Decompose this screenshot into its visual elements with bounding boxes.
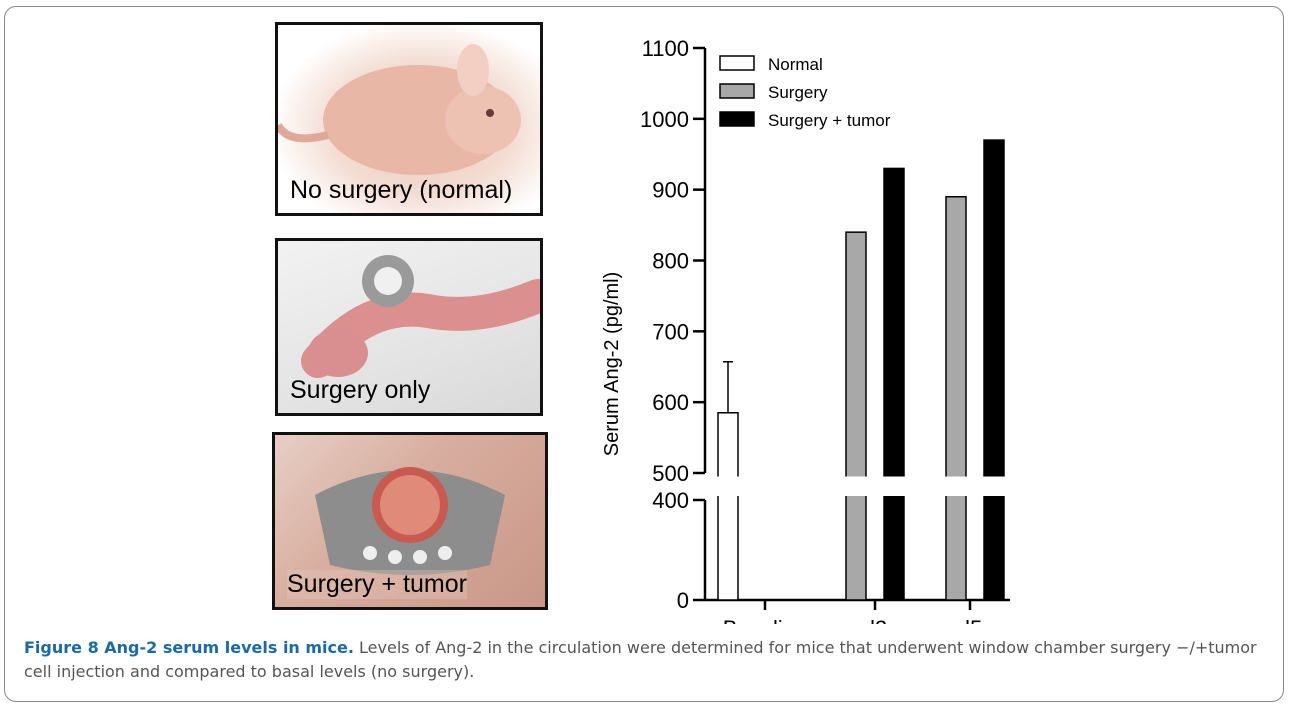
axis-break-gap xyxy=(701,477,1010,496)
legend-label: Normal xyxy=(768,55,823,74)
y-axis-label: Serum Ang-2 (pg/ml) xyxy=(601,272,623,457)
bar-normal xyxy=(717,412,739,601)
legend-label: Surgery xyxy=(768,83,828,102)
y-tick-label: 800 xyxy=(652,249,689,274)
caption-title: Figure 8 Ang-2 serum levels in mice. xyxy=(24,638,354,657)
caption-text: Levels of Ang-2 in the circulation were … xyxy=(24,638,1257,681)
y-tick-label: 700 xyxy=(652,319,689,344)
y-tick-label: 900 xyxy=(652,178,689,203)
y-tick-label: 1100 xyxy=(642,36,689,61)
chart-legend: Normal Surgery Surgery + tumor xyxy=(719,55,891,130)
y-tick-label: 600 xyxy=(652,390,689,415)
legend-swatch xyxy=(719,83,755,99)
photo-surgery-only: Surgery only xyxy=(275,238,543,416)
figure-frame xyxy=(4,6,1284,702)
y-tick-label: 0 xyxy=(677,588,689,613)
mouse-with-chamber-illustration xyxy=(301,255,540,378)
bar-surgery xyxy=(845,231,867,601)
photo-no-surgery: No surgery (normal) xyxy=(275,22,543,216)
photo-caption: Surgery + tumor xyxy=(287,570,467,599)
photo-caption: No surgery (normal) xyxy=(290,176,513,204)
bar-surgery-tumor xyxy=(883,167,905,601)
legend-swatch xyxy=(719,111,755,127)
bar-surgery xyxy=(945,196,967,601)
photo-caption: Surgery only xyxy=(290,376,431,404)
chart-bars xyxy=(693,139,1010,601)
photo-surgery-tumor: Surgery + tumor xyxy=(272,432,548,610)
mouse-illustration xyxy=(278,44,521,175)
x-tick-label: d5 xyxy=(958,616,982,624)
x-tick-label: Baseline xyxy=(723,616,807,624)
window-chamber-illustration xyxy=(315,467,505,575)
x-tick-label: d3 xyxy=(863,616,887,624)
legend-swatch xyxy=(719,55,755,71)
figure-caption: Figure 8 Ang-2 serum levels in mice. Lev… xyxy=(24,636,1264,684)
legend-label: Surgery + tumor xyxy=(768,111,891,130)
y-tick-label: 1000 xyxy=(640,107,689,132)
y-tick-label: 400 xyxy=(652,488,689,513)
bar-surgery-tumor xyxy=(983,139,1005,601)
bar-chart: 040050060070080090010001100Baselined3d5 … xyxy=(601,36,1010,624)
y-tick-label: 500 xyxy=(652,461,689,486)
